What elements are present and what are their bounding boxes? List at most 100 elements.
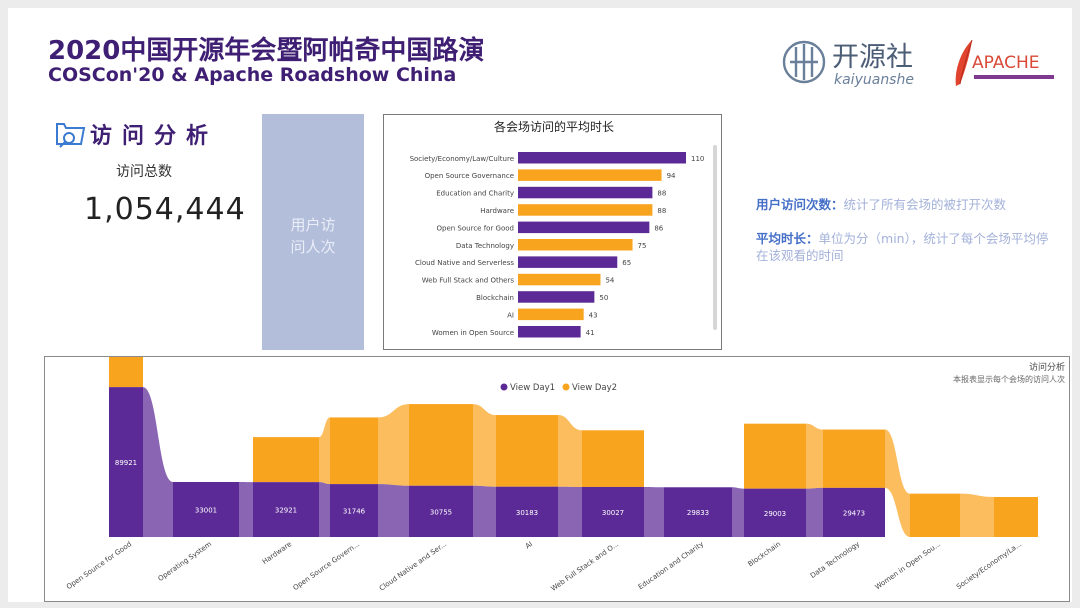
bar[interactable] bbox=[518, 221, 650, 234]
duration-note: 平均时长：单位为分（min），统计了每个会场平均停在该观看的时间 bbox=[756, 230, 1056, 264]
category-tick-label: Web Full Stack and O... bbox=[550, 540, 621, 593]
day2-segment[interactable] bbox=[744, 423, 806, 489]
legend-day1-label: View Day1 bbox=[510, 383, 555, 393]
total-visits-label: 访问总数 bbox=[116, 164, 172, 180]
bar-value-label: 88 bbox=[657, 207, 666, 215]
bar-value-label: 65 bbox=[622, 259, 631, 267]
bar[interactable] bbox=[518, 256, 618, 268]
day1-ribbon bbox=[558, 486, 582, 537]
bar[interactable] bbox=[518, 326, 581, 338]
avg-duration-chart[interactable]: 各会场访问的平均时长 Society/Economy/Law/Culture 110… bbox=[383, 114, 722, 350]
bar[interactable] bbox=[518, 152, 686, 164]
day1-value-label: 30183 bbox=[516, 509, 538, 517]
kaiyuanshe-logo-en: kaiyuanshe bbox=[834, 72, 914, 88]
day1-value-label: 31746 bbox=[343, 508, 366, 516]
legend-day2-label: View Day2 bbox=[572, 383, 617, 393]
day1-segment[interactable] bbox=[409, 485, 473, 537]
bar[interactable] bbox=[518, 308, 584, 321]
bar-category-label: Open Source for Good bbox=[437, 224, 514, 232]
bar-category-label: Education and Charity bbox=[436, 190, 514, 198]
day1-ribbon bbox=[644, 486, 664, 537]
bar-category-label: Hardware bbox=[480, 207, 514, 215]
day2-segment[interactable] bbox=[994, 497, 1038, 537]
day1-value-label: 32921 bbox=[275, 507, 297, 515]
bar-category-label: Cloud Native and Serverless bbox=[415, 259, 514, 267]
visits-note: 用户访问次数：统计了所有会场的被打开次数 bbox=[756, 196, 1056, 213]
category-tick-label: Education and Charity bbox=[637, 540, 705, 591]
bar-value-label: 86 bbox=[654, 224, 663, 232]
bar-category-label: Data Technology bbox=[456, 242, 514, 250]
day2-segment[interactable] bbox=[823, 429, 885, 488]
legend-day1-swatch bbox=[500, 383, 508, 391]
apache-logo-text: APACHE bbox=[972, 53, 1040, 73]
day1-segment[interactable] bbox=[109, 387, 143, 537]
day1-ribbon bbox=[473, 485, 496, 537]
bar-value-label: 54 bbox=[605, 277, 614, 285]
bar-category-label: AI bbox=[507, 311, 514, 319]
bar-chart-scrollbar[interactable] bbox=[713, 145, 717, 330]
dashboard-page: 2020中国开源年会暨阿帕奇中国路演 COSCon'20 & Apache Ro… bbox=[8, 8, 1072, 602]
day2-segment[interactable] bbox=[910, 493, 960, 537]
day1-value-label: 89921 bbox=[115, 459, 137, 467]
bar-value-label: 88 bbox=[657, 190, 666, 198]
bar-category-label: Blockchain bbox=[476, 294, 514, 302]
day2-segment[interactable] bbox=[109, 357, 143, 388]
category-tick-label: Data Technology bbox=[809, 540, 861, 580]
day1-ribbon bbox=[239, 481, 253, 537]
bar-category-label: Women in Open Source bbox=[432, 329, 514, 337]
day1-value-label: 29003 bbox=[764, 510, 786, 518]
bar-category-label: Open Source Governance bbox=[425, 172, 514, 180]
kaiyuanshe-emblem-icon bbox=[782, 40, 826, 84]
ribbon-legend: View Day1 View Day2 bbox=[500, 383, 617, 393]
day1-segment[interactable] bbox=[582, 486, 644, 537]
day1-segment[interactable] bbox=[664, 487, 732, 537]
day1-ribbon bbox=[378, 484, 409, 537]
day2-segment[interactable] bbox=[253, 437, 319, 483]
visitor-count-card[interactable]: 用户访问人次 bbox=[262, 114, 364, 350]
day2-ribbon bbox=[885, 429, 910, 537]
ribbon-chart-subtitle: 本报表显示每个会场的访问人次 bbox=[953, 375, 1065, 384]
day1-segment[interactable] bbox=[253, 482, 319, 537]
category-tick-label: Society/Economy/La... bbox=[955, 540, 1023, 591]
visits-ribbon-chart[interactable]: View Day1 View Day2 89921 Open Source for G… bbox=[44, 356, 1070, 602]
bar[interactable] bbox=[518, 186, 653, 199]
day1-ribbon bbox=[143, 387, 173, 537]
bar-category-label: Web Full Stack and Others bbox=[422, 277, 515, 285]
bar-value-label: 43 bbox=[589, 311, 598, 319]
day1-value-label: 33001 bbox=[195, 506, 217, 514]
page-title-en: COSCon'20 & Apache Roadshow China bbox=[48, 64, 457, 86]
category-tick-label: Cloud Native and Ser... bbox=[378, 540, 448, 593]
day2-ribbon bbox=[558, 415, 582, 487]
day2-ribbon bbox=[806, 423, 823, 489]
day2-segment[interactable] bbox=[330, 417, 378, 485]
day1-segment[interactable] bbox=[496, 486, 558, 537]
bar-value-label: 110 bbox=[691, 155, 704, 163]
bar[interactable] bbox=[518, 169, 662, 181]
folder-search-icon bbox=[56, 123, 86, 148]
day1-segment[interactable] bbox=[173, 481, 239, 537]
day2-segment[interactable] bbox=[496, 415, 558, 487]
kaiyuanshe-logo-zh: 开源社 bbox=[832, 42, 913, 73]
duration-note-desc: 单位为分（min），统计了每个会场平均停在该观看的时间 bbox=[756, 231, 1049, 263]
day2-segment[interactable] bbox=[409, 404, 473, 486]
category-tick-label: Open Source for Good bbox=[65, 540, 133, 591]
category-tick-label: Hardware bbox=[261, 540, 293, 566]
visits-note-term: 用户访问次数： bbox=[756, 197, 844, 212]
day2-ribbon bbox=[960, 493, 994, 537]
visitor-count-label: 用户访问人次 bbox=[290, 216, 336, 256]
day1-segment[interactable] bbox=[744, 488, 806, 537]
bar-value-label: 50 bbox=[599, 294, 608, 302]
legend-day2-swatch bbox=[562, 383, 570, 391]
day1-segment[interactable] bbox=[823, 487, 885, 537]
day1-value-label: 29833 bbox=[687, 509, 709, 517]
bar[interactable] bbox=[518, 204, 653, 216]
bar-category-label: Society/Economy/Law/Culture bbox=[410, 155, 514, 163]
day1-segment[interactable] bbox=[330, 484, 378, 537]
day1-ribbon bbox=[319, 482, 330, 537]
bar[interactable] bbox=[518, 273, 601, 286]
apache-feather-icon bbox=[955, 40, 972, 86]
bar-value-label: 94 bbox=[667, 172, 676, 180]
bar[interactable] bbox=[518, 291, 595, 303]
bar[interactable] bbox=[518, 239, 633, 251]
day2-segment[interactable] bbox=[582, 430, 644, 487]
